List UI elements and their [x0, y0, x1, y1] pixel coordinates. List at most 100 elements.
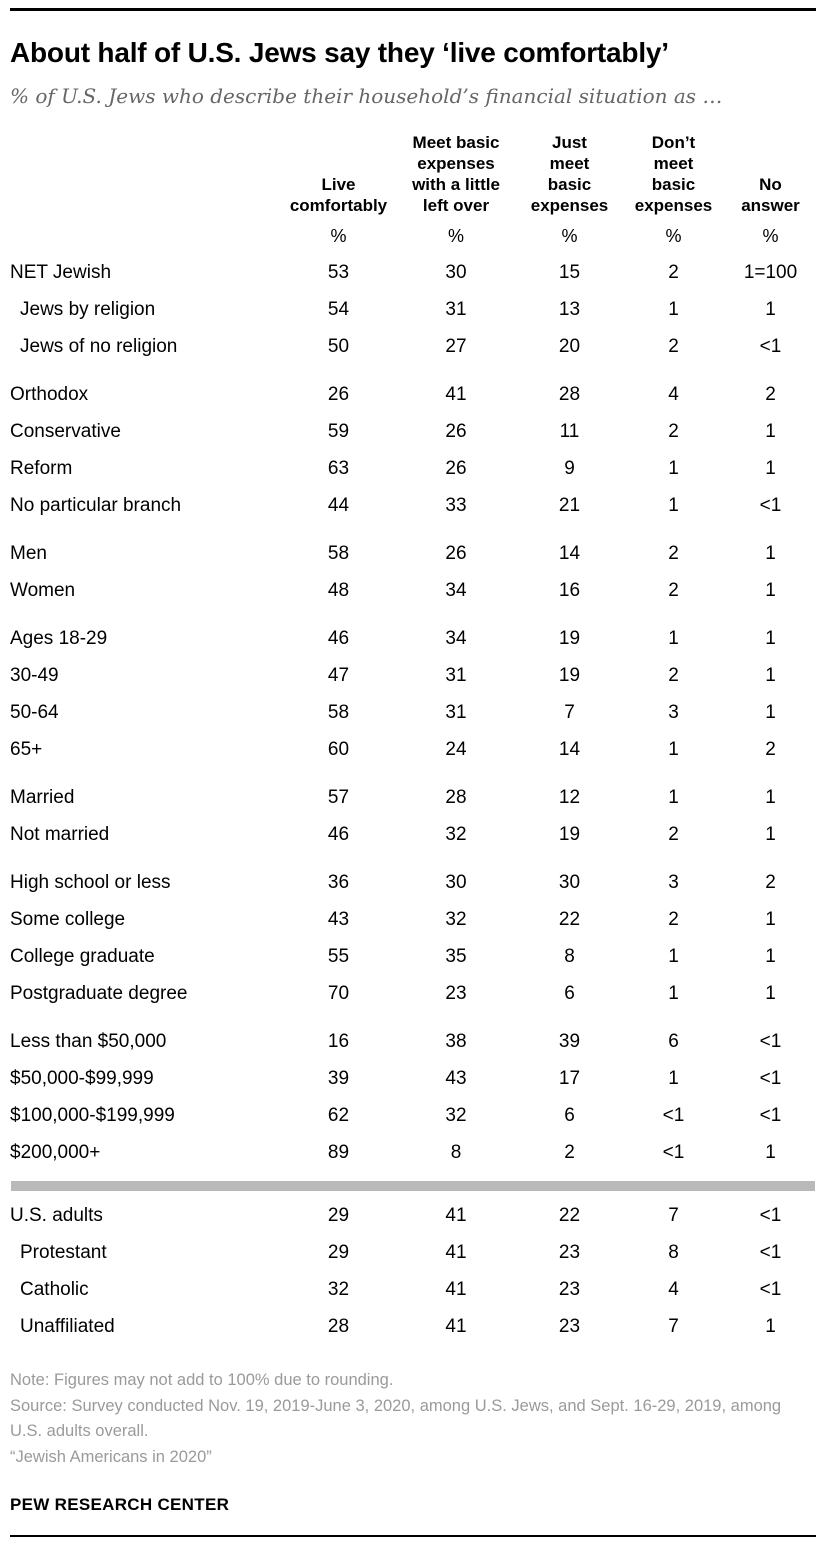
row-label: Married — [10, 787, 75, 808]
row-value: 63 — [327, 458, 350, 479]
row-value: 57 — [327, 787, 350, 808]
row-value: <1 — [759, 1279, 782, 1300]
row-value: 1 — [668, 628, 679, 649]
row-value: 12 — [558, 787, 581, 808]
row-value: 70 — [327, 983, 350, 1004]
row-value: 41 — [445, 1279, 467, 1300]
row-value: 44 — [327, 495, 350, 516]
row-value: 41 — [445, 1242, 467, 1263]
row-value: 14 — [558, 739, 581, 760]
row-value: 1 — [668, 299, 679, 320]
row-value: 2 — [668, 543, 679, 564]
column-header-no-answer: No answer — [741, 175, 800, 215]
row-value: 11 — [559, 421, 580, 442]
row-label: U.S. adults — [10, 1205, 103, 1226]
row-value: 7 — [668, 1316, 679, 1337]
row-value: 55 — [327, 946, 350, 967]
unit-cell: % — [561, 226, 578, 246]
row-value: 2 — [668, 336, 679, 357]
row-label: Unaffiliated — [20, 1316, 115, 1337]
row-value: 3 — [668, 872, 679, 893]
row-label: Not married — [10, 824, 110, 845]
row-value: 13 — [558, 299, 581, 320]
row-value: 21 — [558, 495, 581, 516]
row-value: 17 — [558, 1068, 581, 1089]
row-label: $200,000+ — [10, 1142, 101, 1163]
row-label: NET Jewish — [10, 262, 112, 283]
row-value: 36 — [327, 872, 350, 893]
table-row: Women 48 34 16 2 1 — [10, 573, 816, 610]
row-label: Catholic — [20, 1279, 89, 1300]
table-row: U.S. adults 29 41 22 7 <1 — [10, 1198, 816, 1235]
table-row: Conservative 59 26 11 2 1 — [10, 414, 816, 451]
table-row: Reform 63 26 9 1 1 — [10, 451, 816, 488]
footer-source: Source: Survey conducted Nov. 19, 2019-J… — [10, 1396, 782, 1441]
row-value: 22 — [558, 909, 581, 930]
table-row: $100,000-$199,999 62 32 6 <1 <1 — [10, 1098, 816, 1135]
unit-cell-empty — [10, 216, 282, 255]
row-value: 23 — [558, 1316, 581, 1337]
row-label: Ages 18-29 — [10, 628, 108, 649]
footer-citation: “Jewish Americans in 2020” — [10, 1447, 212, 1466]
row-value: 38 — [445, 1031, 467, 1052]
row-value: 20 — [558, 336, 581, 357]
row-value: 32 — [445, 824, 467, 845]
column-header-row: Live comfortably Meet basic expenses wit… — [10, 126, 816, 216]
row-label: Conservative — [10, 421, 121, 442]
row-value: 47 — [327, 665, 350, 686]
row-value: 39 — [558, 1031, 581, 1052]
table-row: 30-49 47 31 19 2 1 — [10, 658, 816, 695]
row-value: 32 — [327, 1279, 350, 1300]
row-label: No particular branch — [10, 495, 182, 516]
row-value: 32 — [445, 1105, 467, 1126]
section-gap — [10, 769, 816, 780]
section-divider-row — [10, 1172, 816, 1198]
row-value: 30 — [558, 872, 581, 893]
table-row: Orthodox 26 41 28 4 2 — [10, 377, 816, 414]
row-value: 6 — [668, 1031, 679, 1052]
table-row: Men 58 26 14 2 1 — [10, 536, 816, 573]
row-value: 6 — [564, 1105, 575, 1126]
row-value: <1 — [759, 1068, 782, 1089]
row-value: 28 — [327, 1316, 350, 1337]
row-value: 8 — [668, 1242, 679, 1263]
row-value: 1 — [765, 299, 776, 320]
top-rule — [10, 8, 816, 11]
row-value: 2 — [765, 739, 776, 760]
row-value: 14 — [558, 543, 581, 564]
row-value: 31 — [445, 702, 467, 723]
section-divider-bar — [11, 1181, 815, 1191]
row-value: 62 — [327, 1105, 350, 1126]
row-value: <1 — [759, 1205, 782, 1226]
row-value: 1 — [765, 702, 776, 723]
row-label: Jews by religion — [20, 299, 156, 320]
unit-cell: % — [762, 226, 779, 246]
row-label: $50,000-$99,999 — [10, 1068, 154, 1089]
row-value: 1 — [668, 739, 679, 760]
row-value: <1 — [759, 1242, 782, 1263]
column-header-just-meet-basic-expenses: Just meet basic expenses — [530, 133, 609, 215]
row-value: <1 — [759, 336, 782, 357]
row-value: 16 — [558, 580, 581, 601]
row-value: 4 — [668, 384, 679, 405]
table-row: Unaffiliated 28 41 23 7 1 — [10, 1309, 816, 1346]
row-label: Orthodox — [10, 384, 89, 405]
report-page: About half of U.S. Jews say they ‘live c… — [0, 8, 816, 1537]
row-value: 2 — [668, 909, 679, 930]
row-value: 23 — [558, 1279, 581, 1300]
row-value: 26 — [445, 421, 467, 442]
row-value: <1 — [662, 1142, 685, 1163]
table-row: Not married 46 32 19 2 1 — [10, 817, 816, 854]
row-label: College graduate — [10, 946, 155, 967]
row-value: 2 — [668, 824, 679, 845]
row-value: 1 — [668, 946, 679, 967]
row-value: 59 — [327, 421, 350, 442]
row-value: 1 — [765, 1316, 776, 1337]
table-row: Ages 18-29 46 34 19 1 1 — [10, 621, 816, 658]
row-value: 28 — [445, 787, 467, 808]
row-value: 1 — [765, 580, 776, 601]
table-row: High school or less 36 30 30 3 2 — [10, 865, 816, 902]
row-value: 29 — [327, 1242, 350, 1263]
table-header: Live comfortably Meet basic expenses wit… — [10, 126, 816, 255]
pew-research-center-wordmark: PEW RESEARCH CENTER — [10, 1495, 230, 1514]
